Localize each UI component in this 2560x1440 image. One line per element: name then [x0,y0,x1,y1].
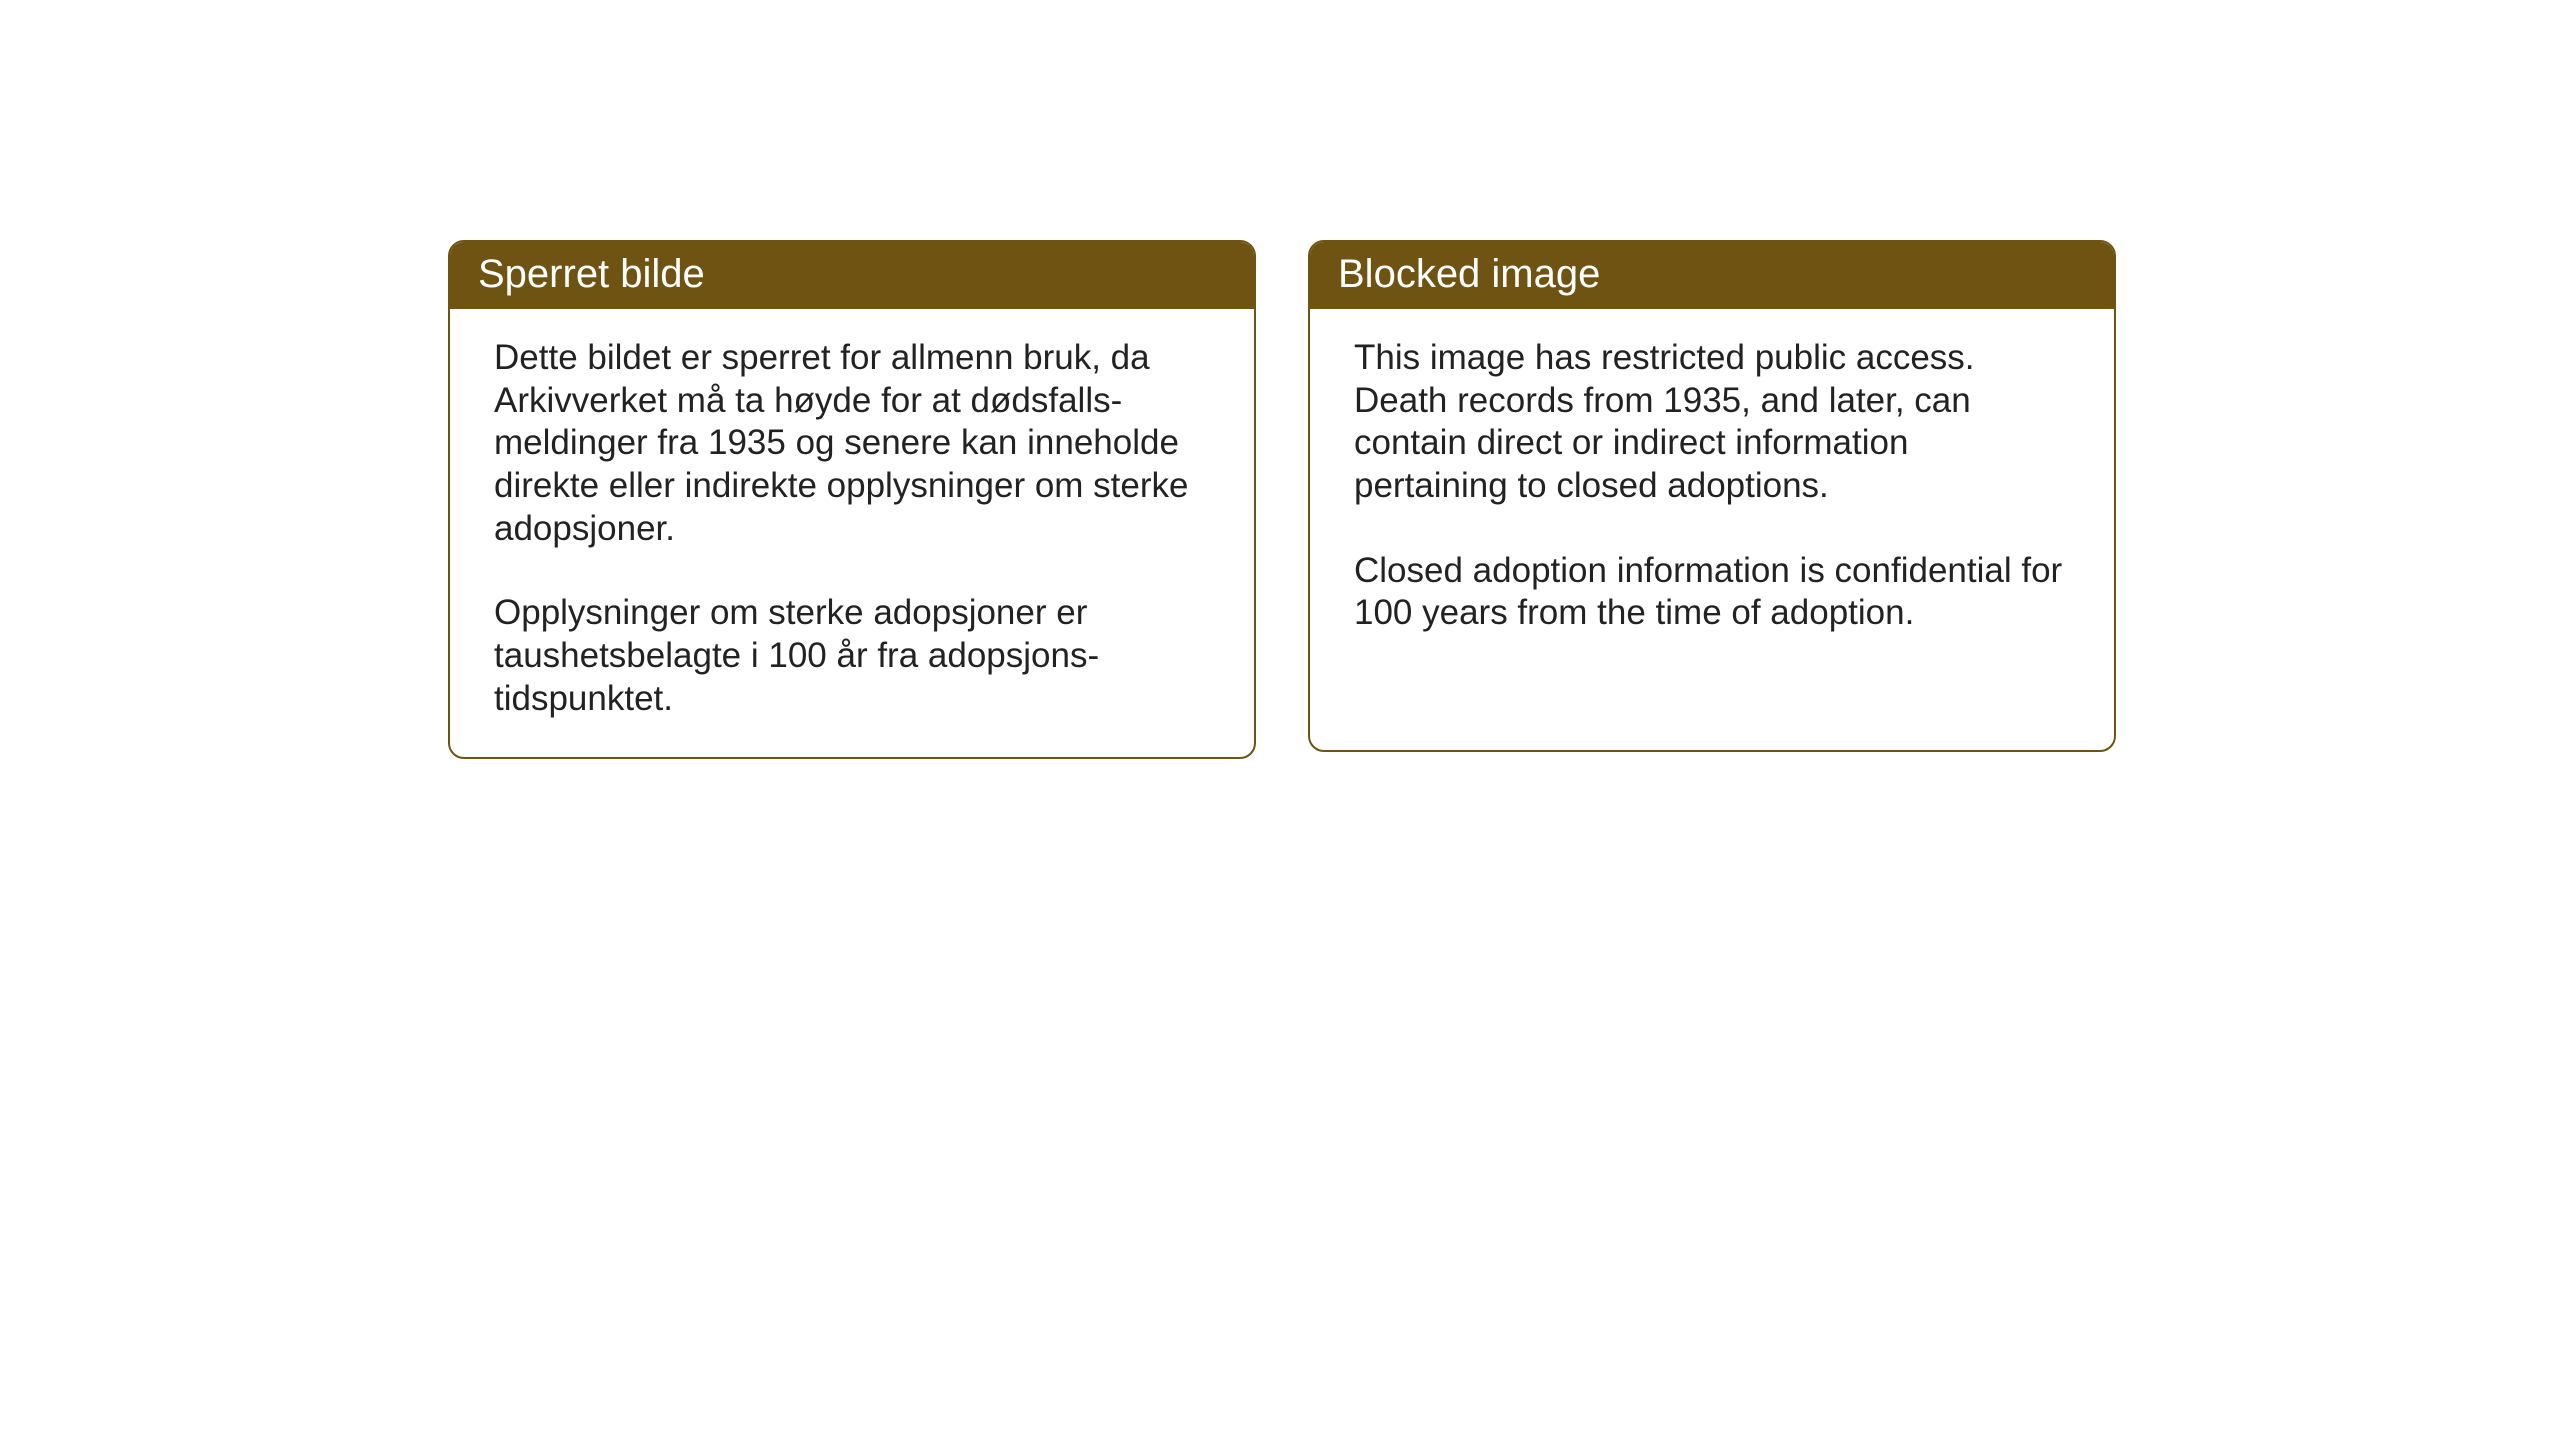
norwegian-notice-card: Sperret bilde Dette bildet er sperret fo… [448,240,1256,759]
english-paragraph-2: Closed adoption information is confident… [1354,550,2070,635]
notice-container: Sperret bilde Dette bildet er sperret fo… [448,240,2116,759]
english-paragraph-1: This image has restricted public access.… [1354,337,2070,508]
english-card-body: This image has restricted public access.… [1310,309,2114,671]
english-notice-card: Blocked image This image has restricted … [1308,240,2116,752]
norwegian-card-body: Dette bildet er sperret for allmenn bruk… [450,309,1254,757]
norwegian-paragraph-1: Dette bildet er sperret for allmenn bruk… [494,337,1210,550]
norwegian-card-title: Sperret bilde [450,242,1254,309]
english-card-title: Blocked image [1310,242,2114,309]
norwegian-paragraph-2: Opplysninger om sterke adopsjoner er tau… [494,592,1210,720]
